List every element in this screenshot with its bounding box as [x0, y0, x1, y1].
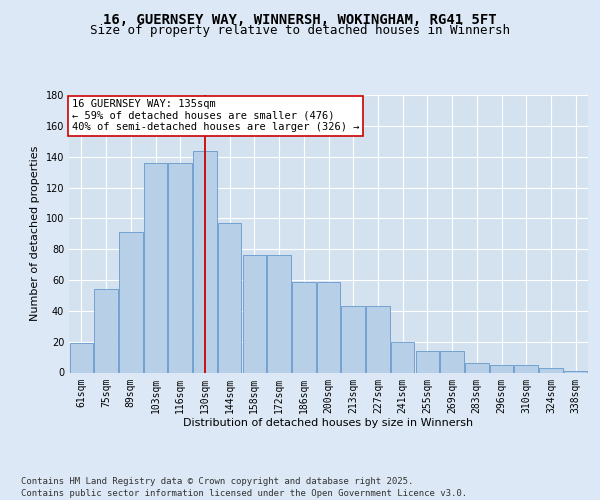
Bar	[514, 365, 538, 372]
Text: 16 GUERNSEY WAY: 135sqm
← 59% of detached houses are smaller (476)
40% of semi-d: 16 GUERNSEY WAY: 135sqm ← 59% of detache…	[71, 99, 359, 132]
Y-axis label: Number of detached properties: Number of detached properties	[30, 146, 40, 322]
Bar	[169, 163, 192, 372]
Bar	[440, 351, 464, 372]
Bar	[539, 368, 563, 372]
Bar	[144, 163, 167, 372]
Bar	[465, 363, 488, 372]
Bar	[119, 232, 143, 372]
Bar	[564, 371, 587, 372]
Text: Size of property relative to detached houses in Winnersh: Size of property relative to detached ho…	[90, 24, 510, 37]
Bar	[416, 351, 439, 372]
Text: 16, GUERNSEY WAY, WINNERSH, WOKINGHAM, RG41 5FT: 16, GUERNSEY WAY, WINNERSH, WOKINGHAM, R…	[103, 12, 497, 26]
Bar	[490, 365, 513, 372]
Bar	[193, 150, 217, 372]
Bar	[317, 282, 340, 372]
Bar	[218, 223, 241, 372]
Bar	[268, 256, 291, 372]
X-axis label: Distribution of detached houses by size in Winnersh: Distribution of detached houses by size …	[184, 418, 473, 428]
Bar	[366, 306, 389, 372]
Bar	[94, 289, 118, 372]
Bar	[341, 306, 365, 372]
Text: Contains HM Land Registry data © Crown copyright and database right 2025.
Contai: Contains HM Land Registry data © Crown c…	[21, 476, 467, 498]
Bar	[242, 256, 266, 372]
Bar	[292, 282, 316, 372]
Bar	[70, 343, 93, 372]
Bar	[391, 342, 415, 372]
